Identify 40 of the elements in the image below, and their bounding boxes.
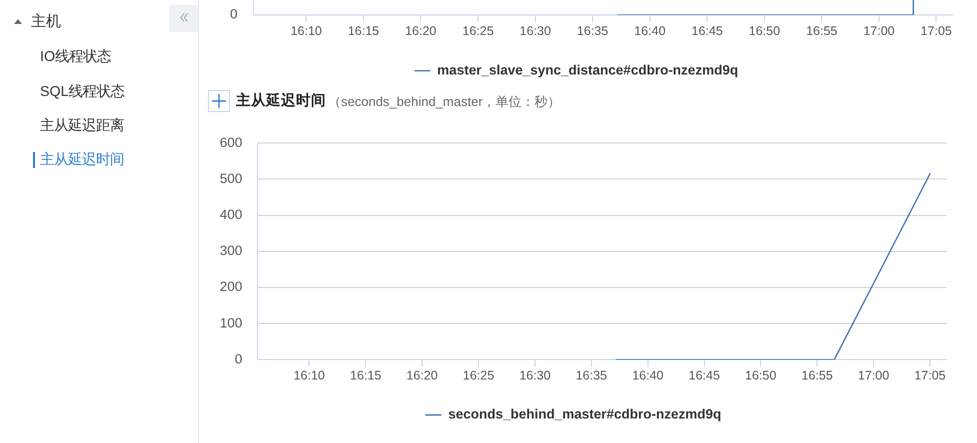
y-tick-label: 300 bbox=[220, 243, 242, 258]
x-tick-label: 16:25 bbox=[462, 368, 494, 383]
x-tick-label: 16:30 bbox=[520, 24, 551, 38]
y-tick-label: 200 bbox=[220, 279, 242, 294]
legend-label: seconds_behind_master#cdbro-nzezmd9q bbox=[448, 406, 722, 422]
chart-title: 主从延迟时间 bbox=[236, 93, 326, 109]
x-tick-label: 16:20 bbox=[405, 24, 436, 38]
x-tick-label: 16:45 bbox=[688, 368, 720, 383]
x-tick-label: 17:00 bbox=[863, 24, 895, 38]
x-tick-label: 16:55 bbox=[806, 24, 838, 38]
y-tick-label: 400 bbox=[220, 207, 242, 222]
x-tick-label: 16:10 bbox=[294, 368, 325, 383]
x-tick-label: 16:35 bbox=[576, 24, 608, 38]
x-tick-label: 16:40 bbox=[632, 368, 664, 383]
x-tick-label: 16:50 bbox=[745, 368, 776, 383]
x-tick-label: 17:05 bbox=[914, 368, 946, 383]
text: IO线程状态 bbox=[40, 48, 112, 64]
x-tick-label: 16:30 bbox=[519, 368, 551, 383]
y-tick-label: 600 bbox=[220, 134, 242, 150]
text: 主从延迟距离 bbox=[40, 118, 124, 134]
x-tick-label: 16:35 bbox=[576, 368, 608, 383]
legend-label: master_slave_sync_distance#cdbro-nzezmd9q bbox=[437, 62, 738, 78]
y-tick-label: 0 bbox=[234, 351, 242, 366]
chart-subtitle: （seconds_behind_master，单位：秒） bbox=[328, 94, 561, 109]
x-tick-label: 16:40 bbox=[634, 24, 666, 38]
y-tick-label: 100 bbox=[220, 315, 242, 330]
text: 主机 bbox=[31, 13, 61, 30]
x-tick-label: 17:00 bbox=[858, 368, 890, 383]
x-tick-label: 16:55 bbox=[802, 368, 833, 383]
x-tick-label: 17:05 bbox=[920, 24, 952, 38]
y-tick-label: 500 bbox=[220, 170, 242, 186]
x-tick-label: 16:20 bbox=[406, 368, 438, 383]
x-tick-label: 16:50 bbox=[748, 24, 780, 38]
x-tick-label: 16:15 bbox=[350, 368, 382, 383]
x-tick-label: 16:15 bbox=[348, 24, 380, 38]
x-tick-label: 16:25 bbox=[462, 24, 494, 38]
x-tick-label: 16:45 bbox=[691, 24, 723, 38]
x-tick-label: 16:10 bbox=[290, 24, 322, 38]
text: 主从延迟时间 bbox=[40, 152, 124, 168]
text: SQL线程状态 bbox=[40, 84, 125, 100]
